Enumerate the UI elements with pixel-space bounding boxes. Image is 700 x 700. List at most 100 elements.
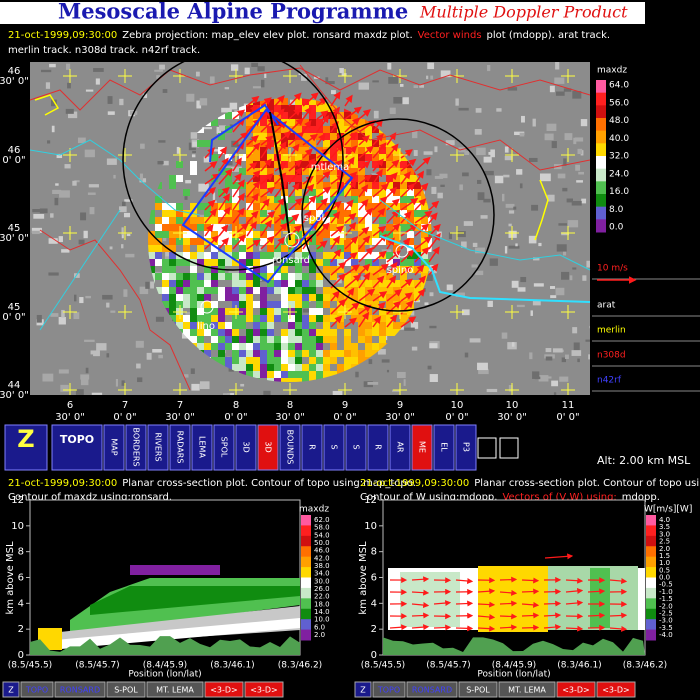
panel-button[interactable] — [556, 681, 596, 698]
lon-label: 7 — [122, 400, 128, 411]
toolbar-button[interactable] — [455, 424, 477, 471]
terrain — [85, 89, 94, 92]
reflectivity-cell — [155, 224, 162, 231]
terrain — [185, 180, 192, 184]
terrain — [516, 304, 525, 308]
colorbar-swatch — [646, 619, 656, 631]
toolbar-button[interactable] — [191, 424, 213, 471]
toolbar-button[interactable] — [323, 424, 345, 471]
y-tick-label: 2 — [371, 624, 377, 635]
reflectivity-cell — [288, 245, 295, 252]
wind-vector — [316, 170, 331, 185]
reflectivity-cell — [162, 280, 169, 287]
reflectivity-cell — [260, 238, 267, 245]
reflectivity-cell — [267, 322, 274, 329]
reflectivity-cell — [267, 371, 274, 378]
toolbar-button[interactable] — [103, 424, 125, 471]
reflectivity-cell — [260, 119, 267, 126]
x-tick-label: (8.5/45.5) — [8, 661, 52, 671]
reflectivity-cell — [351, 357, 358, 364]
panel-button[interactable] — [596, 681, 636, 698]
panel-button[interactable] — [458, 681, 498, 698]
toolbar-button[interactable] — [4, 424, 48, 471]
terrain — [201, 127, 212, 130]
terrain — [404, 327, 415, 331]
toolbar-button[interactable] — [279, 424, 301, 471]
reflectivity-cell — [225, 259, 232, 266]
colorbar-swatch — [646, 598, 656, 610]
reflectivity-cell — [316, 182, 323, 189]
terrain — [230, 166, 242, 172]
toolbar-button[interactable] — [257, 424, 279, 471]
panel-button[interactable] — [2, 681, 20, 698]
wind-vector — [344, 264, 361, 276]
reflectivity-cell — [400, 161, 407, 168]
lon-label: 30' 0" — [55, 412, 85, 423]
terrain — [538, 375, 549, 382]
reflectivity-cell — [295, 343, 302, 350]
reflectivity-cell — [358, 147, 365, 154]
terrain — [183, 374, 189, 378]
info-text: Zebra projection: map_elev elev plot. ro… — [122, 30, 412, 41]
wind-vector — [344, 94, 353, 107]
panel-button[interactable] — [54, 681, 106, 698]
wind-vector — [358, 145, 375, 159]
terrain — [461, 241, 467, 248]
toolbar-button[interactable] — [125, 424, 147, 471]
panel-button-label: TOPO — [377, 686, 400, 695]
terrain — [565, 354, 569, 359]
colorbar-label: 1.0 — [659, 559, 670, 567]
panel-button[interactable] — [146, 681, 204, 698]
reflectivity-cell — [232, 252, 239, 259]
reflectivity-cell — [400, 259, 407, 266]
toolbar-button[interactable] — [169, 424, 191, 471]
terrain — [574, 137, 584, 142]
toolbar-button[interactable] — [301, 424, 323, 471]
toolbar-button[interactable] — [411, 424, 433, 471]
panel-button[interactable] — [204, 681, 244, 698]
reflectivity-cell — [260, 315, 267, 322]
terrain — [475, 270, 484, 276]
toolbar-button[interactable] — [433, 424, 455, 471]
toolbar-button[interactable] — [345, 424, 367, 471]
terrain — [477, 192, 485, 201]
terrain — [190, 132, 198, 139]
colorbar-label: 6.0 — [314, 623, 325, 631]
reflectivity-cell — [225, 273, 232, 280]
reflectivity-cell — [372, 189, 379, 196]
toolbar-button[interactable] — [389, 424, 411, 471]
reflectivity-cell — [239, 350, 246, 357]
reflectivity-cell — [337, 154, 344, 161]
panel-button[interactable] — [498, 681, 556, 698]
reflectivity-cell — [253, 336, 260, 343]
terrain — [65, 108, 74, 114]
reflectivity-cell — [183, 280, 190, 287]
panel-button[interactable] — [354, 681, 372, 698]
terrain — [513, 206, 517, 210]
wind-vector — [246, 95, 260, 107]
toolbar-button[interactable] — [147, 424, 169, 471]
reflectivity-cell — [246, 329, 253, 336]
reflectivity-cell — [239, 287, 246, 294]
toolbar-button[interactable] — [367, 424, 389, 471]
terrain — [139, 173, 143, 181]
toolbar-button[interactable] — [235, 424, 257, 471]
panel-button[interactable] — [244, 681, 284, 698]
river — [39, 209, 121, 331]
reflectivity-cell — [295, 126, 302, 133]
terrain — [109, 246, 113, 250]
panel-button[interactable] — [372, 681, 406, 698]
panel-button[interactable] — [406, 681, 458, 698]
reflectivity-cell — [400, 224, 407, 231]
reflectivity-cell — [372, 343, 379, 350]
reflectivity-cell — [323, 371, 330, 378]
panel-button[interactable] — [20, 681, 54, 698]
toolbar-button[interactable] — [213, 424, 235, 471]
reflectivity-cell — [302, 161, 309, 168]
panel-button[interactable] — [106, 681, 146, 698]
terrain — [445, 140, 455, 146]
toolbar-button[interactable] — [51, 424, 103, 471]
reflectivity-cell — [386, 168, 393, 175]
terrain — [136, 363, 141, 369]
terrain — [458, 107, 469, 111]
